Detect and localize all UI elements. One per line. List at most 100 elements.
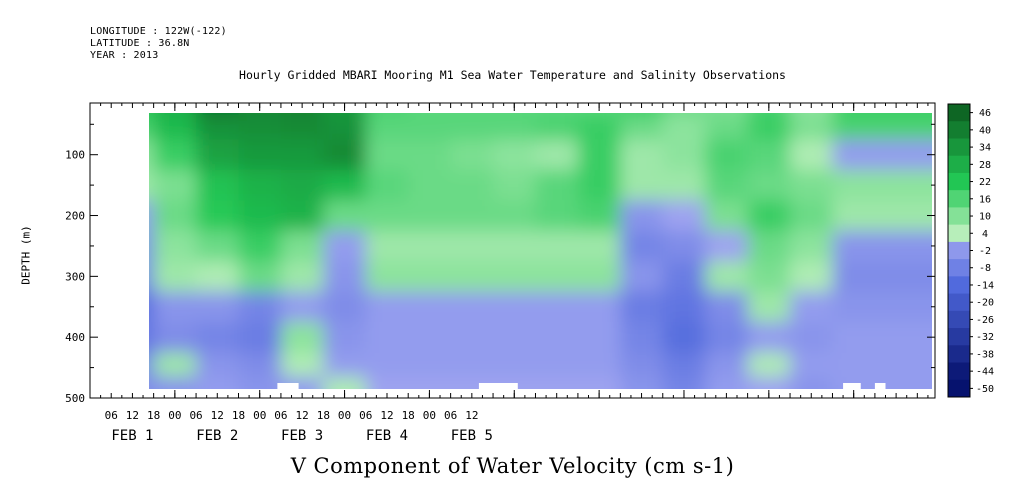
heat-cell <box>577 376 621 389</box>
colorbar-tick-label: 28 <box>979 160 991 171</box>
heat-cell <box>535 322 579 353</box>
heat-cell <box>323 169 367 201</box>
heat-cell <box>747 376 791 389</box>
heat-cell <box>153 169 197 201</box>
heat-cell <box>408 291 452 323</box>
heat-cell <box>280 139 324 171</box>
heat-cell <box>577 200 621 232</box>
heat-cell <box>662 291 706 323</box>
heat-cell <box>577 139 621 171</box>
heat-cell <box>790 113 833 116</box>
x-tick-label: 06 <box>444 409 457 422</box>
heat-cell <box>408 115 452 141</box>
heat-cell <box>450 113 494 116</box>
heat-cell <box>149 376 155 389</box>
heat-cell <box>790 376 833 389</box>
heat-cell <box>705 200 749 232</box>
heat-cell <box>790 261 833 293</box>
heat-cell <box>577 169 621 201</box>
x-tick-label: 06 <box>359 409 372 422</box>
y-tick-label: 100 <box>65 149 85 162</box>
heat-cell <box>153 322 197 353</box>
heat-cell <box>408 322 452 353</box>
colorbar-swatch <box>948 362 970 381</box>
heat-cell <box>280 169 324 201</box>
heat-cell <box>238 230 282 262</box>
x-tick-label: 12 <box>465 409 478 422</box>
colorbar-swatch <box>948 155 970 174</box>
heat-cell <box>705 322 749 353</box>
heat-cell <box>705 230 749 262</box>
colorbar-swatch <box>948 379 970 398</box>
heat-cell <box>620 200 664 232</box>
heat-cell <box>790 291 833 323</box>
heat-cell <box>408 200 452 232</box>
heat-cell <box>662 230 706 262</box>
heat-cell <box>153 139 197 171</box>
heat-cell <box>705 291 749 323</box>
x-day-label: FEB 2 <box>196 428 238 444</box>
heat-cell <box>747 261 791 293</box>
heat-cell <box>620 352 664 378</box>
heat-cell <box>577 261 621 293</box>
colorbar-tick-label: -26 <box>976 315 994 326</box>
colorbar-swatch <box>948 207 970 226</box>
colorbar-swatch <box>948 259 970 277</box>
heat-cell <box>832 169 932 201</box>
heat-cell <box>577 352 621 378</box>
heat-cell <box>196 376 240 389</box>
heat-cell <box>196 115 240 141</box>
heat-cell <box>149 322 155 353</box>
x-tick-label: 18 <box>402 409 415 422</box>
data-gap <box>478 383 518 389</box>
heat-cell <box>493 230 537 262</box>
heat-cell <box>493 169 537 201</box>
colorbar-tick-label: -14 <box>976 280 994 291</box>
heat-cell <box>238 169 282 201</box>
heat-cell <box>450 169 494 201</box>
heat-cell <box>408 139 452 171</box>
heat-cell <box>365 200 409 232</box>
colorbar-swatch <box>948 224 970 243</box>
heat-cell <box>153 291 197 323</box>
heat-cell <box>153 261 197 293</box>
heat-cell <box>535 376 579 389</box>
data-gap <box>843 383 861 389</box>
colorbar-swatch <box>948 121 970 139</box>
colorbar-tick-label: -50 <box>976 384 994 395</box>
y-tick-label: 300 <box>65 270 85 283</box>
x-tick-label: 12 <box>380 409 393 422</box>
heat-cell <box>577 230 621 262</box>
heat-cell <box>832 115 932 141</box>
heat-cell <box>238 139 282 171</box>
heat-cell <box>365 376 409 389</box>
heat-cell <box>705 139 749 171</box>
x-tick-label: 00 <box>338 409 351 422</box>
heat-cell <box>196 169 240 201</box>
heat-cell <box>153 113 197 116</box>
heat-cell <box>577 291 621 323</box>
x-tick-label: 12 <box>126 409 139 422</box>
heat-cell <box>323 230 367 262</box>
heat-cell <box>832 322 932 353</box>
heat-cell <box>408 261 452 293</box>
heat-cell <box>323 291 367 323</box>
heat-cell <box>408 230 452 262</box>
colorbar-tick-label: 22 <box>979 177 991 188</box>
heat-cell <box>408 169 452 201</box>
heat-cell <box>620 376 664 389</box>
heat-cell <box>238 322 282 353</box>
heat-cell <box>577 115 621 141</box>
heat-cell <box>196 261 240 293</box>
colorbar-swatch <box>948 190 970 208</box>
heat-cell <box>365 115 409 141</box>
plot-frame <box>89 102 936 399</box>
heat-cell <box>662 200 706 232</box>
heat-cell <box>790 200 833 232</box>
heat-cell <box>365 261 409 293</box>
colorbar-tick-label: 10 <box>979 212 991 223</box>
heat-cell <box>493 352 537 378</box>
heat-cell <box>238 352 282 378</box>
heat-cell <box>747 169 791 201</box>
